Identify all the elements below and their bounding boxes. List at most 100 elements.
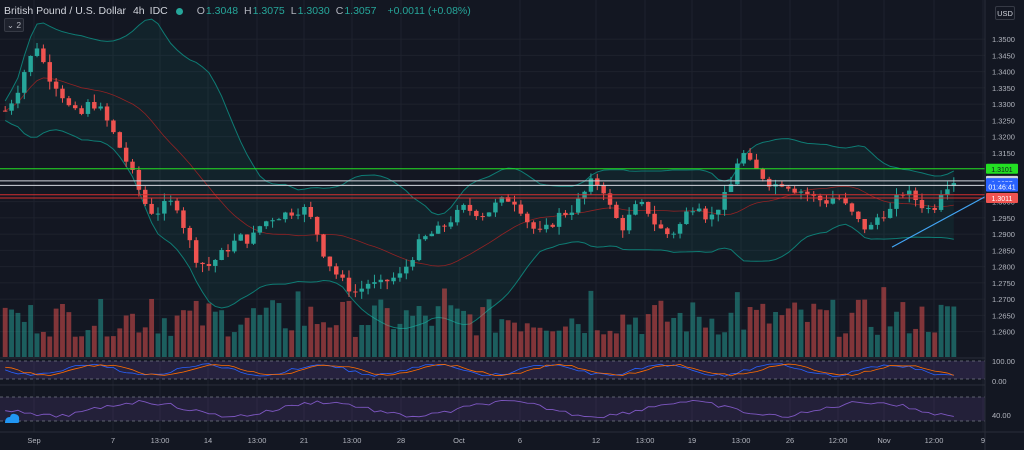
volume-bar — [843, 333, 849, 357]
volume-bar — [906, 333, 912, 357]
bollinger-lower — [4, 120, 954, 330]
candle-body — [735, 163, 740, 185]
volume-bar — [696, 316, 702, 357]
candle-body — [289, 212, 294, 216]
indicators-collapse-button[interactable]: ⌄ 2 — [4, 18, 24, 32]
candle-body — [98, 106, 103, 109]
candle-body — [283, 212, 288, 220]
volume-bar — [301, 325, 307, 357]
volume-bar — [422, 315, 428, 357]
volume-bar — [601, 334, 607, 357]
volume-bar — [633, 317, 638, 357]
candle-body — [423, 236, 428, 240]
candle-body — [805, 191, 810, 194]
volume-bar — [28, 305, 34, 357]
candle-body — [505, 197, 511, 202]
candle-body — [206, 264, 212, 266]
trendline[interactable] — [891, 196, 986, 248]
candle-body — [499, 197, 505, 203]
volume-bar — [588, 290, 594, 357]
countdown-label: 01:46:41 — [988, 185, 1015, 192]
volume-bar — [161, 318, 167, 357]
volume-bar — [639, 334, 645, 357]
candle-body — [843, 198, 848, 204]
candle-body — [410, 260, 415, 267]
volume-bar — [60, 303, 65, 357]
oscillator-panels — [0, 357, 1024, 422]
volume-bar — [518, 331, 524, 357]
volume-bar — [473, 335, 479, 357]
volume-bar — [181, 310, 186, 357]
candle-body — [614, 204, 619, 219]
indicator-count: 2 — [16, 20, 22, 30]
bollinger-upper — [4, 18, 955, 216]
volume-bar — [556, 330, 562, 357]
candle-body — [302, 206, 307, 215]
market-status-icon — [175, 7, 183, 15]
candle-body — [639, 201, 645, 205]
candle-body — [2, 110, 8, 112]
candle-body — [136, 169, 142, 190]
time-tick-label: 13:00 — [732, 436, 751, 445]
candle-body — [945, 189, 950, 195]
candle-body — [72, 105, 78, 109]
candle-body — [263, 221, 269, 227]
volume-bar — [461, 310, 467, 357]
symbol-name[interactable]: British Pound / U.S. Dollar — [4, 5, 126, 17]
candle-body — [404, 266, 409, 274]
volume-bar — [582, 333, 587, 357]
volume-bar — [321, 322, 326, 357]
volume-bar — [15, 312, 21, 357]
volume-bar — [887, 326, 893, 357]
volume-bar — [607, 330, 613, 357]
currency-button[interactable]: USD — [995, 6, 1015, 20]
candle-body — [728, 184, 734, 192]
price-axis[interactable]: 1.3500 1.3450 1.3400 1.3350 1.3300 1.3250 1.32… — [984, 0, 1024, 450]
candle-body — [270, 220, 275, 222]
time-tick-label: 13:00 — [636, 436, 655, 445]
candle-body — [601, 185, 606, 194]
volume-bar — [945, 306, 950, 357]
volume-bar — [550, 331, 556, 357]
timeframe-label[interactable]: 4h — [132, 5, 145, 17]
candle-body — [766, 178, 772, 187]
candle-body — [703, 208, 708, 220]
volume-bar — [448, 305, 454, 357]
volume-bar — [454, 308, 460, 357]
volume-bar — [282, 328, 288, 357]
change-value: +0.0011 (+0.08%) — [387, 5, 471, 17]
volume-bar — [683, 331, 689, 357]
volume-bar — [766, 323, 772, 357]
volume-bar — [340, 301, 346, 357]
candle-body — [193, 240, 199, 263]
support-trendline — [891, 196, 986, 248]
candle-body — [238, 234, 243, 241]
volume-bar — [85, 330, 91, 357]
chevron-down-icon: ⌄ — [6, 19, 14, 30]
tradingview-logo-icon[interactable] — [3, 411, 21, 427]
price-tick-label: 1.2950 — [992, 214, 1015, 223]
countdown-label-bg — [986, 181, 1018, 192]
candle-body — [467, 204, 473, 211]
time-tick-label: 28 — [397, 436, 405, 445]
time-tick-label: 9 — [981, 436, 985, 445]
time-axis[interactable]: Sep 7 13:00 14 13:00 21 13:00 28 Oct 6 12 13:00 19 13… — [0, 431, 1024, 445]
volume-bar — [938, 304, 944, 357]
candle-body — [595, 178, 600, 186]
volume-bar — [620, 314, 626, 357]
candle-body — [894, 194, 899, 209]
volume-bar — [722, 332, 728, 357]
volume-bar — [575, 324, 581, 357]
candle-body — [79, 108, 84, 114]
volume-bar — [168, 335, 174, 357]
candle-body — [575, 198, 581, 213]
volume-bar — [333, 325, 339, 357]
candle-body — [849, 203, 855, 212]
candle-body — [225, 250, 231, 252]
horizontal-lines[interactable] — [0, 168, 985, 199]
candle-body — [168, 200, 173, 202]
candle-body — [677, 224, 683, 234]
volume-bar — [403, 310, 409, 357]
price-tick-label: 1.2800 — [992, 263, 1015, 272]
